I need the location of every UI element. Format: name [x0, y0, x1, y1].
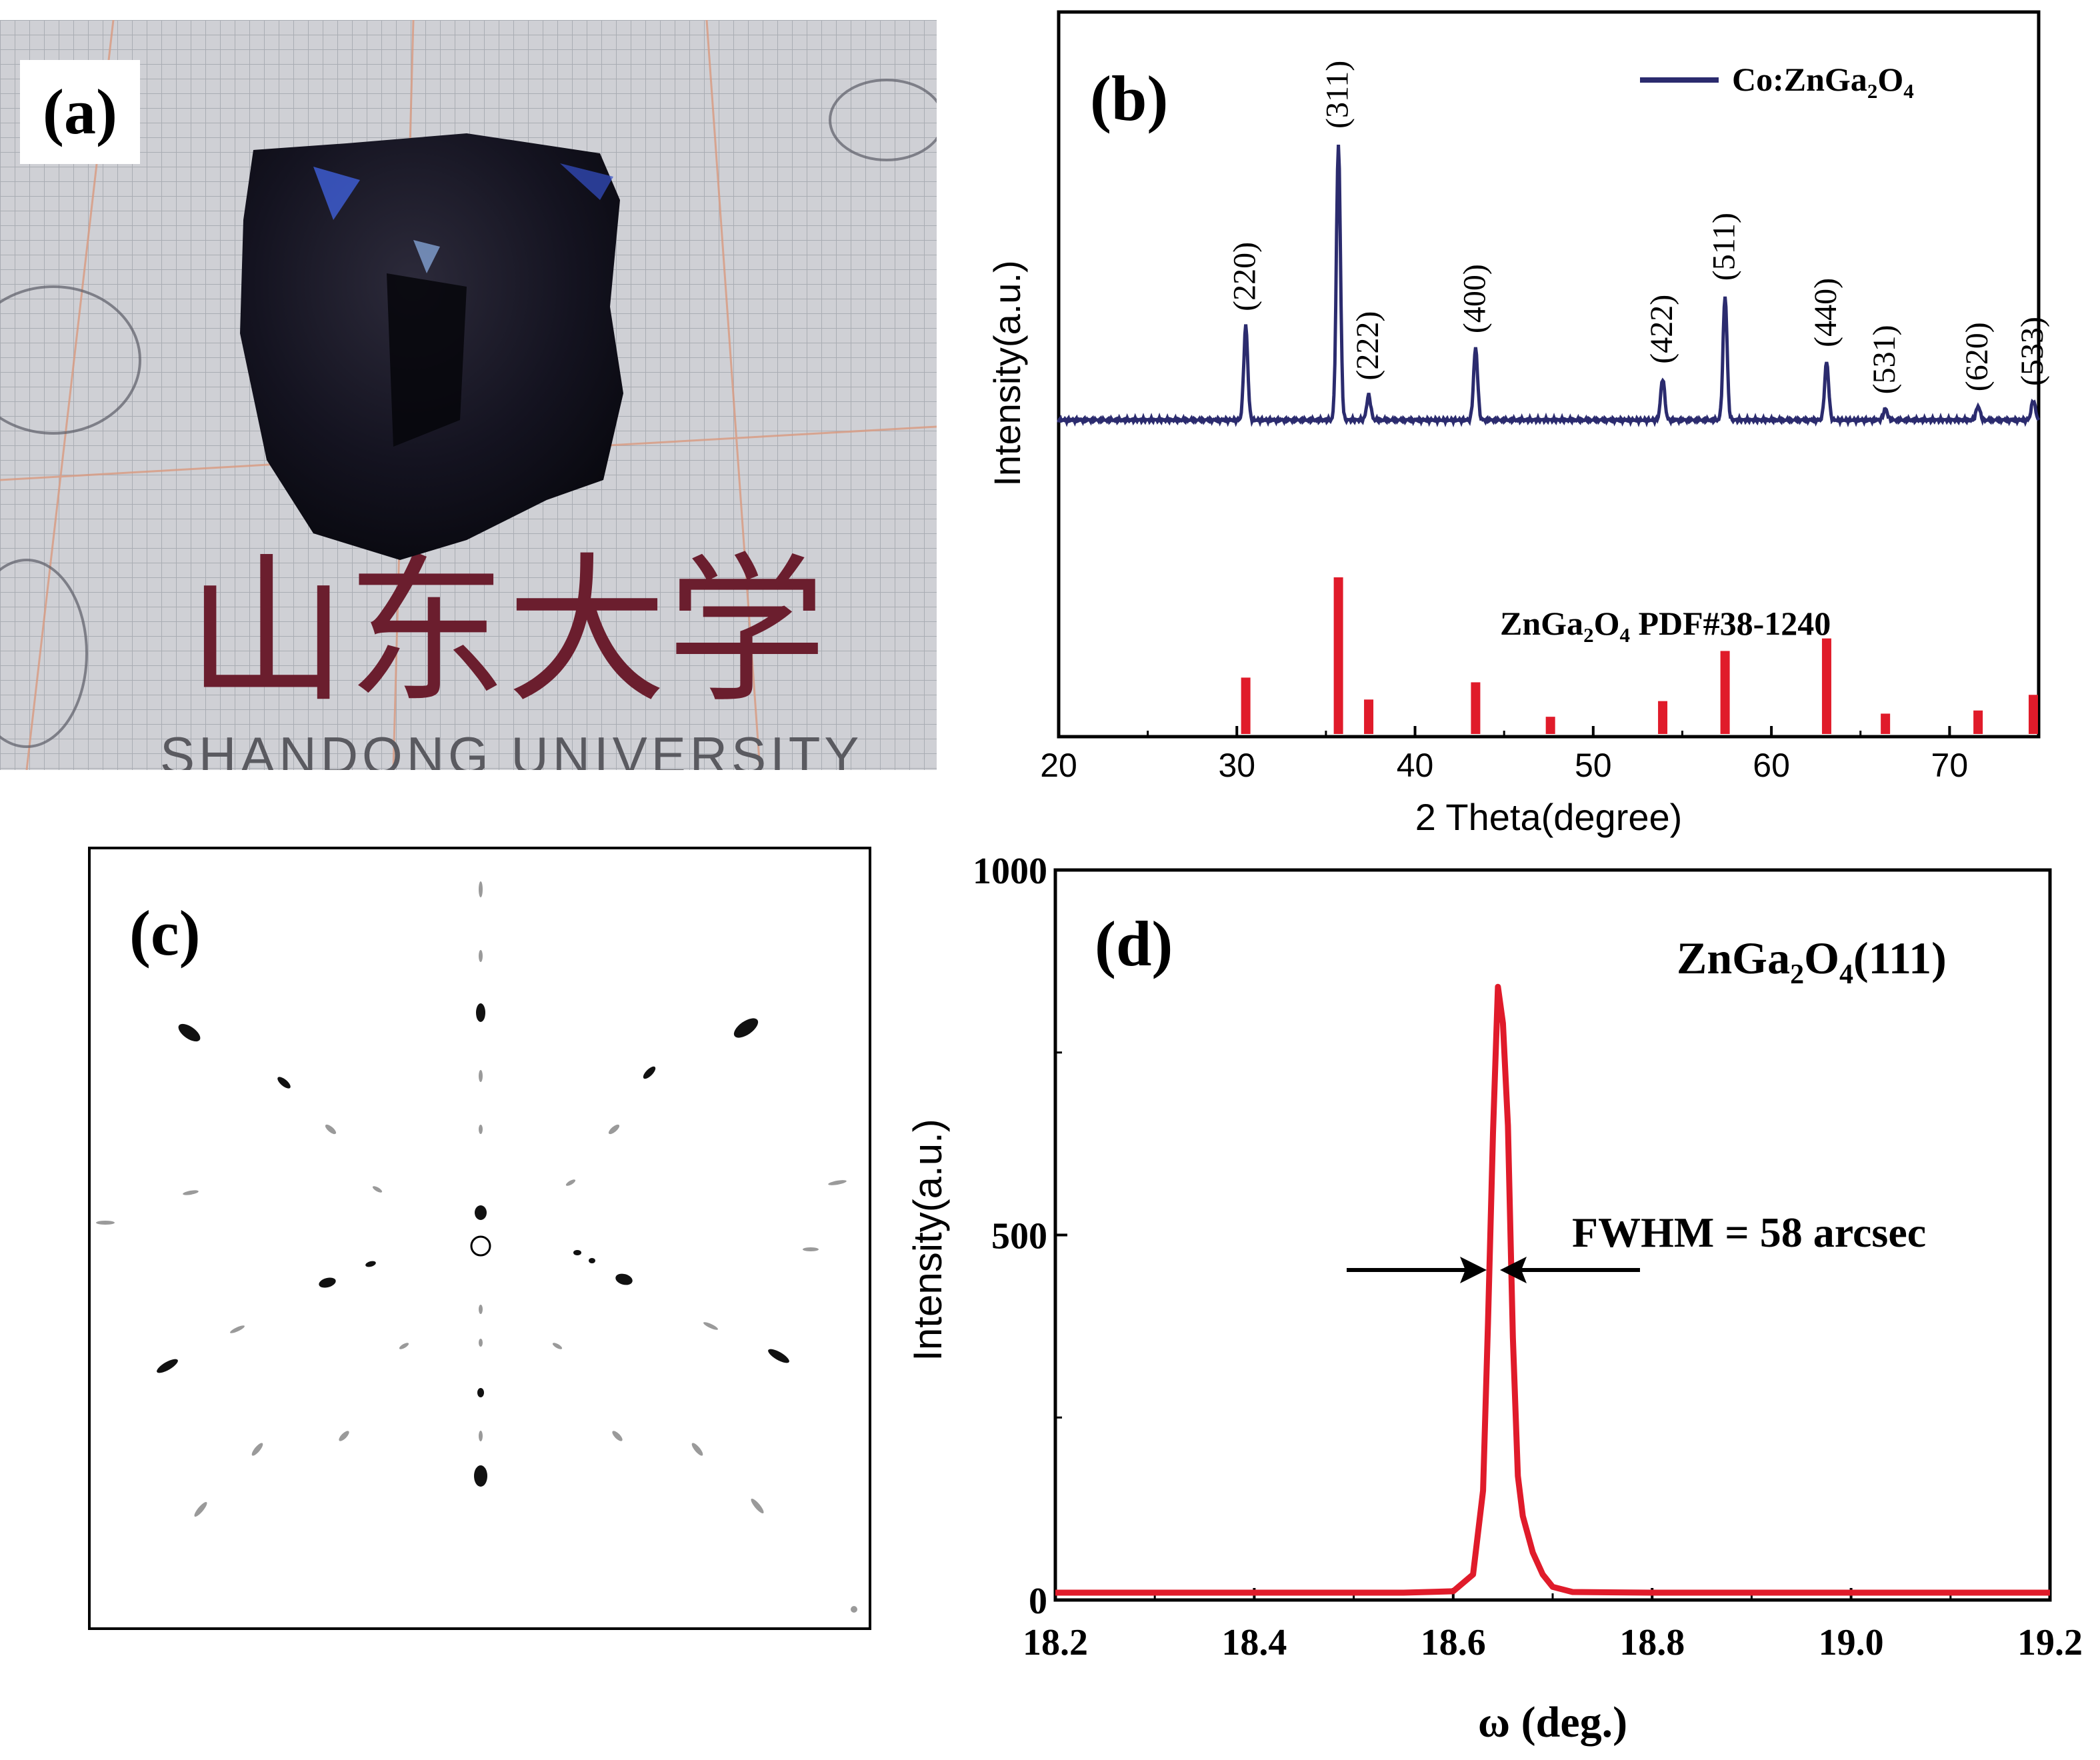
- x-tick-label: 50: [1575, 747, 1612, 784]
- x-tick-label: 20: [1040, 747, 1077, 784]
- peak-label: (620): [1959, 322, 1995, 391]
- reference-stick: [1364, 699, 1374, 734]
- y-axis-label: Intensity(a.u.): [986, 260, 1028, 486]
- panel-label-b: (b): [1090, 63, 1168, 134]
- x-axis-label: 2 Theta(degree): [1415, 796, 1683, 838]
- measured-pattern-line: [1057, 145, 2041, 428]
- reference-stick: [1720, 651, 1730, 734]
- peak-label: (400): [1457, 264, 1492, 333]
- rocking-curve-svg: 18.2 18.4 18.6 18.8 19.0 19.2 0 500 1000 ω (deg.)…: [905, 851, 2083, 1747]
- panel-label-c: (c): [129, 897, 201, 969]
- rocking-curve-line: [1055, 983, 2050, 1596]
- peak-label: (222): [1350, 311, 1385, 381]
- university-seal-icon: [0, 79, 937, 748]
- reference-stick: [1333, 577, 1343, 734]
- reference-stick: [1881, 713, 1891, 734]
- reference-stick: [1471, 682, 1481, 734]
- fwhm-label: FWHM = 58 arcsec: [1572, 1209, 1926, 1256]
- svg-text:山东大学: 山东大学: [187, 542, 827, 721]
- peak-label: (422): [1644, 295, 1679, 364]
- crystal-boule: [240, 133, 623, 560]
- x-axis-label: ω (deg.): [1478, 1698, 1627, 1747]
- reference-stick: [1545, 717, 1555, 734]
- x-tick-label: 18.6: [1421, 1622, 1486, 1663]
- university-logo-text: 山东大学 SHANDONG UNIVERSITY: [160, 542, 863, 770]
- laue-center-ring: [470, 1235, 491, 1257]
- peak-label: (220): [1227, 242, 1263, 311]
- x-tick-label: 60: [1753, 747, 1790, 784]
- x-tick-label: 18.2: [1023, 1622, 1088, 1663]
- panel-label-d: (d): [1095, 908, 1173, 979]
- xrd-chart-svg: 20 30 40 50 60 70 2 Theta(degree) Intensity(a.u…: [986, 10, 2050, 838]
- peak-label: (440): [1808, 278, 1843, 347]
- laue-strong-spots: [157, 1003, 789, 1487]
- laue-frame: [88, 847, 871, 1630]
- laue-faint-spots: [96, 881, 857, 1613]
- crystal-photo: 山东大学 SHANDONG UNIVERSITY: [0, 20, 937, 770]
- reference-label: ZnGa2​O4​ PDF#38-1240: [1500, 605, 1831, 647]
- y-tick-label: 0: [1029, 1581, 1047, 1622]
- reference-stick: [2028, 695, 2038, 734]
- panel-d-rocking-curve: 18.2 18.4 18.6 18.8 19.0 19.2 0 500 1000 ω (deg.)…: [887, 847, 2100, 1757]
- peak-label: (511): [1707, 213, 1742, 281]
- peak-label: (533): [2015, 317, 2050, 386]
- panel-c-laue-pattern: (c): [88, 847, 871, 1630]
- panel-a-crystal-photo: 山东大学 SHANDONG UNIVERSITY (a): [0, 20, 937, 770]
- x-tick-label: 19.0: [1819, 1622, 1884, 1663]
- fwhm-arrowhead-left: [1460, 1257, 1487, 1283]
- legend-label: Co:ZnGa2​O4​: [1732, 61, 1914, 103]
- y-axis-label: Intensity(a.u.): [905, 1119, 950, 1361]
- x-tick-label: 70: [1931, 747, 1969, 784]
- panel-b-xrd-chart: 20 30 40 50 60 70 2 Theta(degree) Intensity(a.u…: [980, 0, 2100, 867]
- laue-pattern-svg: [96, 881, 857, 1613]
- panel-label-a: (a): [20, 60, 140, 164]
- x-tick-label: 30: [1218, 747, 1255, 784]
- x-tick-label: 40: [1397, 747, 1434, 784]
- peak-label: (311): [1320, 61, 1355, 129]
- peak-label: (531): [1867, 325, 1902, 394]
- x-tick-label: 18.4: [1221, 1622, 1287, 1663]
- reference-stick: [1821, 638, 1831, 734]
- reference-stick: [1973, 710, 1983, 734]
- fwhm-arrowhead-right: [1500, 1257, 1527, 1283]
- reference-stick: [1241, 677, 1251, 734]
- peak-title: ZnGa2​O4​(111): [1677, 933, 1947, 990]
- plot-frame: [1057, 10, 2041, 739]
- x-tick-label: 19.2: [2017, 1622, 2083, 1663]
- reference-stick: [1658, 701, 1668, 734]
- y-tick-label: 1000: [973, 851, 1047, 892]
- svg-text:SHANDONG UNIVERSITY: SHANDONG UNIVERSITY: [160, 726, 863, 770]
- y-tick-label: 500: [991, 1216, 1047, 1257]
- x-tick-label: 18.8: [1619, 1622, 1685, 1663]
